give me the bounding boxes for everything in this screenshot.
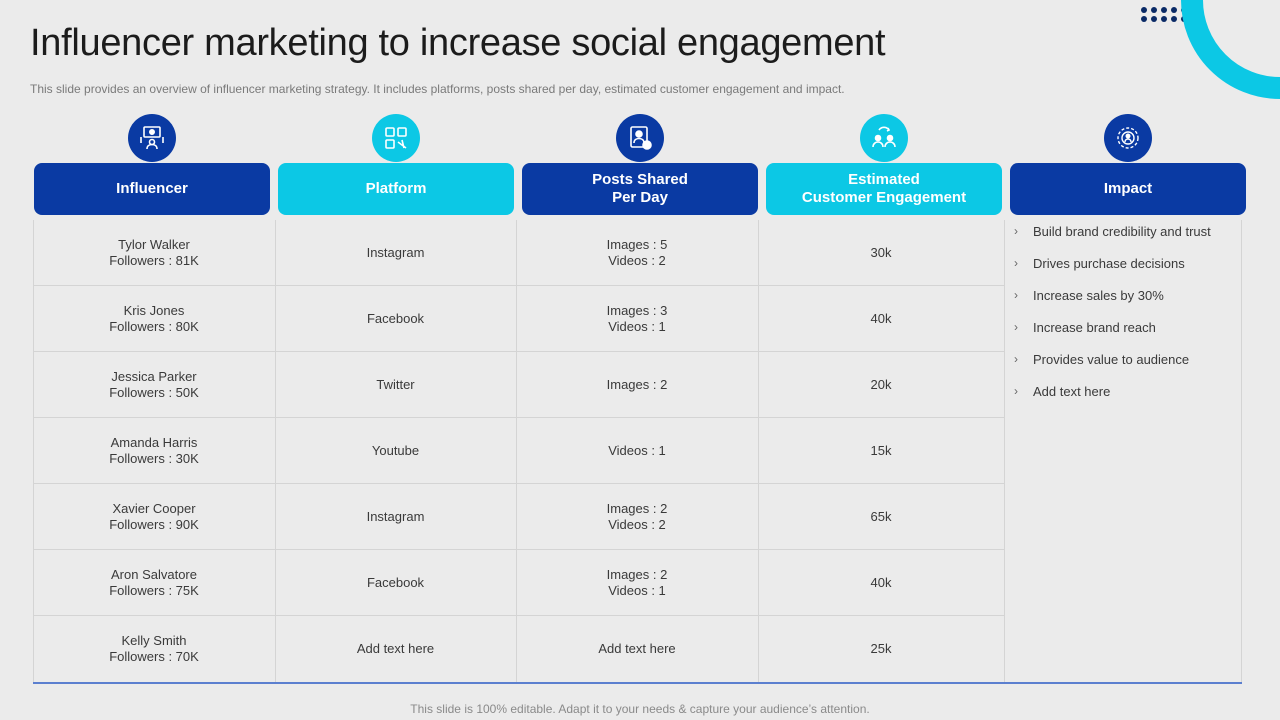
grid-line (275, 220, 276, 682)
list-item: › Increase sales by 30% (1014, 288, 1211, 320)
influencer-table: Tylor Walker Followers : 81K Instagram I… (33, 220, 1242, 684)
list-item: › Provides value to audience (1014, 352, 1211, 384)
platform-icon (372, 114, 420, 162)
engagement-icon (860, 114, 908, 162)
platform-cell: Facebook (366, 310, 425, 326)
impact-text: Add text here (1033, 384, 1111, 399)
list-item: › Build brand credibility and trust (1014, 224, 1211, 256)
impact-list: › Build brand credibility and trust › Driv… (1014, 224, 1211, 416)
header-posts-per-day: Posts Shared Per Day (522, 163, 758, 215)
posts-cell: Images : 2 Videos : 2 (606, 500, 668, 532)
engagement-cell: 40k (870, 310, 892, 326)
posts-icon (616, 114, 664, 162)
platform-cell: Youtube (371, 442, 420, 458)
table-row: Tylor Walker Followers : 81K Instagram I… (33, 220, 1004, 286)
list-item: › Increase brand reach (1014, 320, 1211, 352)
posts-cell: Videos : 1 (608, 442, 666, 458)
engagement-cell: 30k (870, 244, 892, 260)
page-title: Influencer marketing to increase social … (30, 22, 886, 64)
engagement-cell: 15k (870, 442, 892, 458)
posts-cell: Images : 3 Videos : 1 (606, 302, 668, 334)
influencer-cell: Xavier Cooper Followers : 90K (109, 500, 199, 532)
grid-line (1241, 220, 1242, 682)
posts-cell: Images : 2 Videos : 1 (606, 566, 668, 598)
chevron-right-icon: › (1014, 320, 1018, 334)
decorative-arc (1181, 0, 1280, 99)
engagement-cell: 65k (870, 508, 892, 524)
impact-text: Increase brand reach (1033, 320, 1156, 335)
impact-text: Drives purchase decisions (1033, 256, 1185, 271)
table-row: Kris Jones Followers : 80K Facebook Imag… (33, 286, 1004, 352)
posts-cell: Images : 2 (606, 376, 668, 392)
header-estimated-engagement: Estimated Customer Engagement (766, 163, 1002, 215)
chevron-right-icon: › (1014, 224, 1018, 238)
influencer-icon (128, 114, 176, 162)
impact-text: Build brand credibility and trust (1033, 224, 1211, 239)
list-item: › Add text here (1014, 384, 1211, 416)
table-row: Kelly Smith Followers : 70K Add text her… (33, 616, 1004, 681)
header-impact: Impact (1010, 163, 1246, 215)
grid-line (1004, 220, 1005, 682)
impact-icon (1104, 114, 1152, 162)
grid-line (516, 220, 517, 682)
chevron-right-icon: › (1014, 384, 1018, 398)
influencer-cell: Jessica Parker Followers : 50K (109, 368, 199, 400)
grid-line (758, 220, 759, 682)
posts-cell: Images : 5 Videos : 2 (606, 236, 668, 268)
footer-note: This slide is 100% editable. Adapt it to… (410, 702, 870, 716)
page-subtitle: This slide provides an overview of influ… (30, 82, 845, 96)
platform-cell: Instagram (366, 508, 425, 524)
platform-cell: Add text here (356, 640, 435, 656)
platform-cell: Instagram (366, 244, 425, 260)
header-influencer: Influencer (34, 163, 270, 215)
engagement-cell: 25k (870, 640, 892, 656)
impact-text: Increase sales by 30% (1033, 288, 1164, 303)
chevron-right-icon: › (1014, 288, 1018, 302)
chevron-right-icon: › (1014, 352, 1018, 366)
influencer-cell: Tylor Walker Followers : 81K (109, 236, 199, 268)
influencer-cell: Amanda Harris Followers : 30K (109, 434, 199, 466)
header-platform: Platform (278, 163, 514, 215)
platform-cell: Twitter (376, 376, 415, 392)
grid-line (33, 220, 34, 682)
posts-cell: Add text here (598, 640, 676, 656)
table-row: Amanda Harris Followers : 30K Youtube Vi… (33, 418, 1004, 484)
table-row: Jessica Parker Followers : 50K Twitter I… (33, 352, 1004, 418)
influencer-cell: Kelly Smith Followers : 70K (109, 632, 199, 664)
engagement-cell: 20k (870, 376, 892, 392)
engagement-cell: 40k (870, 574, 892, 590)
influencer-cell: Kris Jones Followers : 80K (109, 302, 199, 334)
impact-text: Provides value to audience (1033, 352, 1190, 367)
chevron-right-icon: › (1014, 256, 1018, 270)
table-row: Aron Salvatore Followers : 75K Facebook … (33, 550, 1004, 616)
list-item: › Drives purchase decisions (1014, 256, 1211, 288)
influencer-cell: Aron Salvatore Followers : 75K (109, 566, 199, 598)
table-row: Xavier Cooper Followers : 90K Instagram … (33, 484, 1004, 550)
platform-cell: Facebook (366, 574, 425, 590)
